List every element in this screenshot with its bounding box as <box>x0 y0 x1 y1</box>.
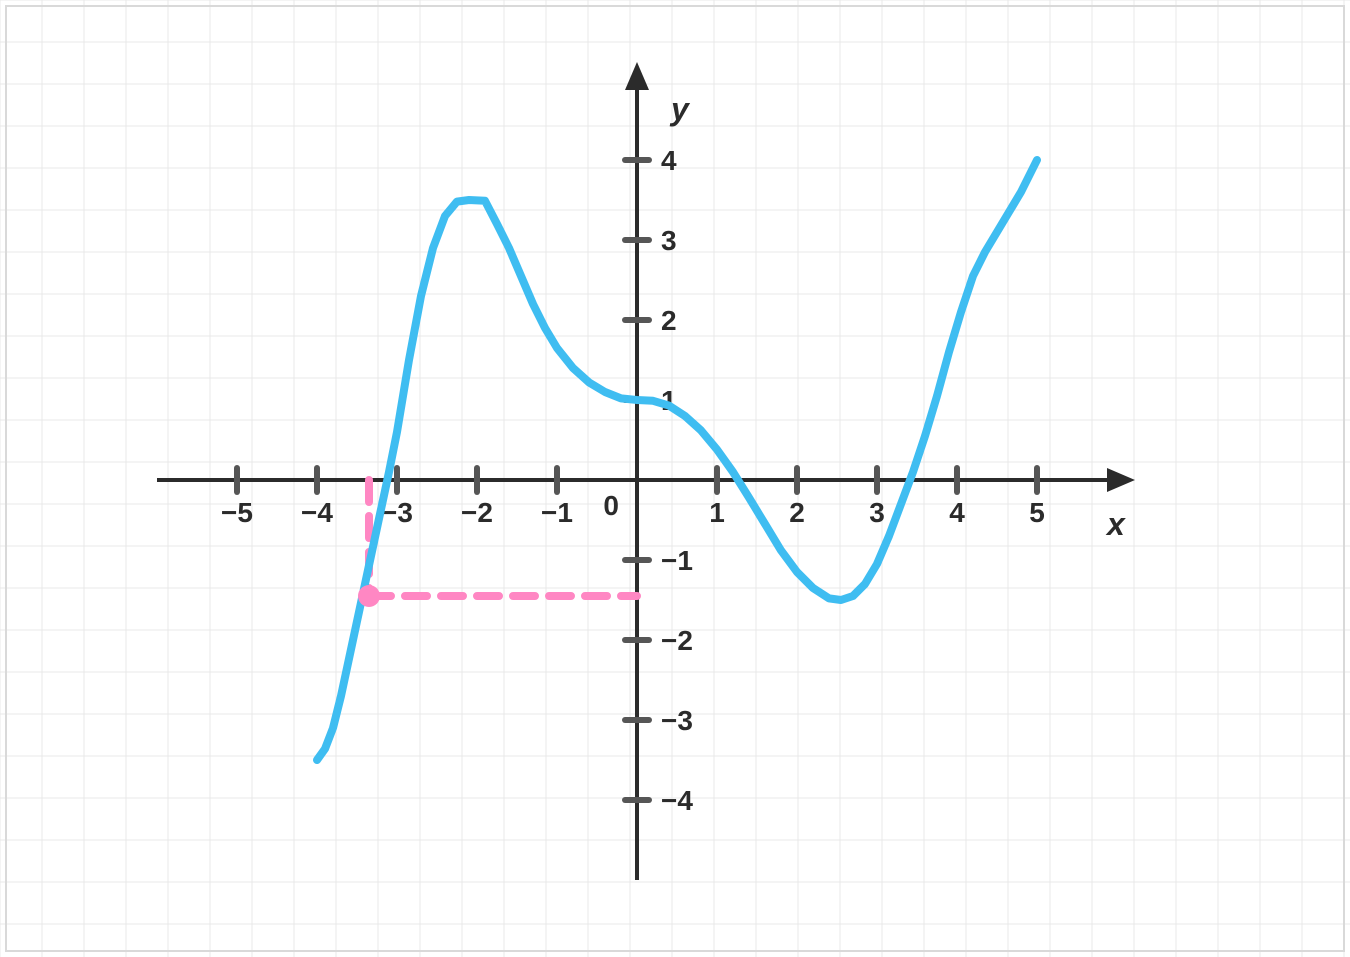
y-tick-label: 4 <box>661 145 677 176</box>
highlight-point <box>358 585 380 607</box>
x-tick-label: 4 <box>949 497 965 528</box>
y-tick-label: 2 <box>661 305 677 336</box>
y-axis-label: y <box>669 91 691 127</box>
x-tick-label: 3 <box>869 497 885 528</box>
x-tick-label: −5 <box>221 497 253 528</box>
x-tick-label: 1 <box>709 497 725 528</box>
x-tick-label: 2 <box>789 497 805 528</box>
x-tick-label: −2 <box>461 497 493 528</box>
y-tick-label: −4 <box>661 785 693 816</box>
chart-svg: −5−4−3−2−112345−4−3−2−112340yx <box>0 0 1350 957</box>
x-tick-label: −4 <box>301 497 333 528</box>
zero-label: 0 <box>603 490 619 521</box>
x-axis-label: x <box>1105 506 1126 542</box>
y-tick-label: −3 <box>661 705 693 736</box>
x-tick-label: −1 <box>541 497 573 528</box>
y-tick-label: 3 <box>661 225 677 256</box>
y-tick-label: −1 <box>661 545 693 576</box>
y-tick-label: −2 <box>661 625 693 656</box>
x-tick-label: 5 <box>1029 497 1045 528</box>
